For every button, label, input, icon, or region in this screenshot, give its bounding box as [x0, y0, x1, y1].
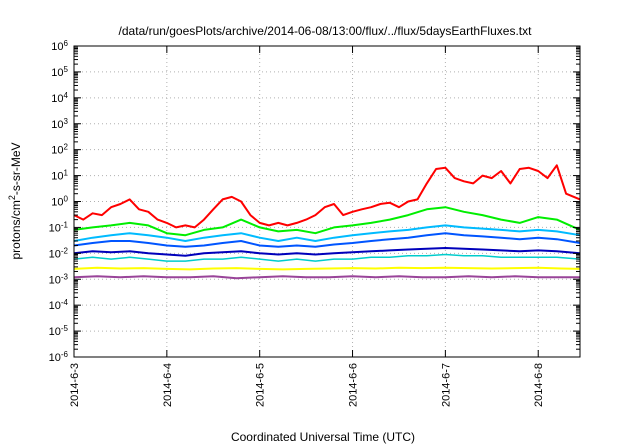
series-group: [73, 164, 581, 280]
y-tick-label: 10-3: [49, 272, 69, 287]
ticks-group: [73, 45, 580, 358]
series-line: [73, 232, 581, 248]
series-line: [73, 266, 581, 271]
y-tick-label: 103: [51, 116, 68, 131]
y-axis-label-sup: 2: [7, 195, 17, 200]
series-line: [73, 253, 581, 262]
x-axis-label: Coordinated Universal Time (UTC): [231, 430, 415, 444]
series-line: [73, 275, 580, 280]
series-line: [73, 224, 581, 242]
y-tick-label: 106: [51, 39, 68, 54]
y-tick-label: 10-5: [49, 324, 69, 339]
y-tick-labels: 10-6 10-5 10-4 10-3 10-2 10-1 100 101 102 103 104 1…: [49, 39, 69, 365]
x-tick-label: 2014-6-3: [69, 363, 81, 407]
x-tick-label: 2014-6-7: [440, 363, 452, 407]
y-tick-label: 101: [51, 168, 68, 183]
y-tick-label: 10-6: [49, 350, 69, 365]
series-line: [73, 164, 581, 229]
y-axis-label-main: protons/cm: [9, 200, 23, 259]
chart-title: /data/run/goesPlots/archive/2014-06-08/1…: [119, 24, 533, 38]
x-tick-label: 2014-6-6: [348, 363, 360, 407]
y-tick-label: 10-2: [49, 246, 69, 261]
y-tick-label: 104: [51, 90, 68, 105]
y-tick-label: 10-1: [49, 220, 69, 235]
y-axis-label-tail: -s-sr-MeV: [9, 142, 23, 195]
y-tick-label: 105: [51, 64, 68, 79]
series-line: [73, 206, 581, 237]
grid-lines: [74, 46, 580, 357]
y-tick-label: 102: [51, 142, 68, 157]
y-axis-label: protons/cm2-s-sr-MeV: [7, 142, 23, 259]
x-tick-label: 2014-6-4: [162, 363, 174, 407]
y-tick-label: 10-4: [49, 298, 69, 313]
series-line: [73, 247, 581, 257]
x-tick-label: 2014-6-5: [255, 363, 267, 407]
y-tick-label: 100: [51, 194, 68, 209]
x-tick-labels: 2014-6-3 2014-6-4 2014-6-5 2014-6-6 2014-6-7…: [69, 363, 545, 407]
x-tick-label: 2014-6-8: [533, 363, 545, 407]
